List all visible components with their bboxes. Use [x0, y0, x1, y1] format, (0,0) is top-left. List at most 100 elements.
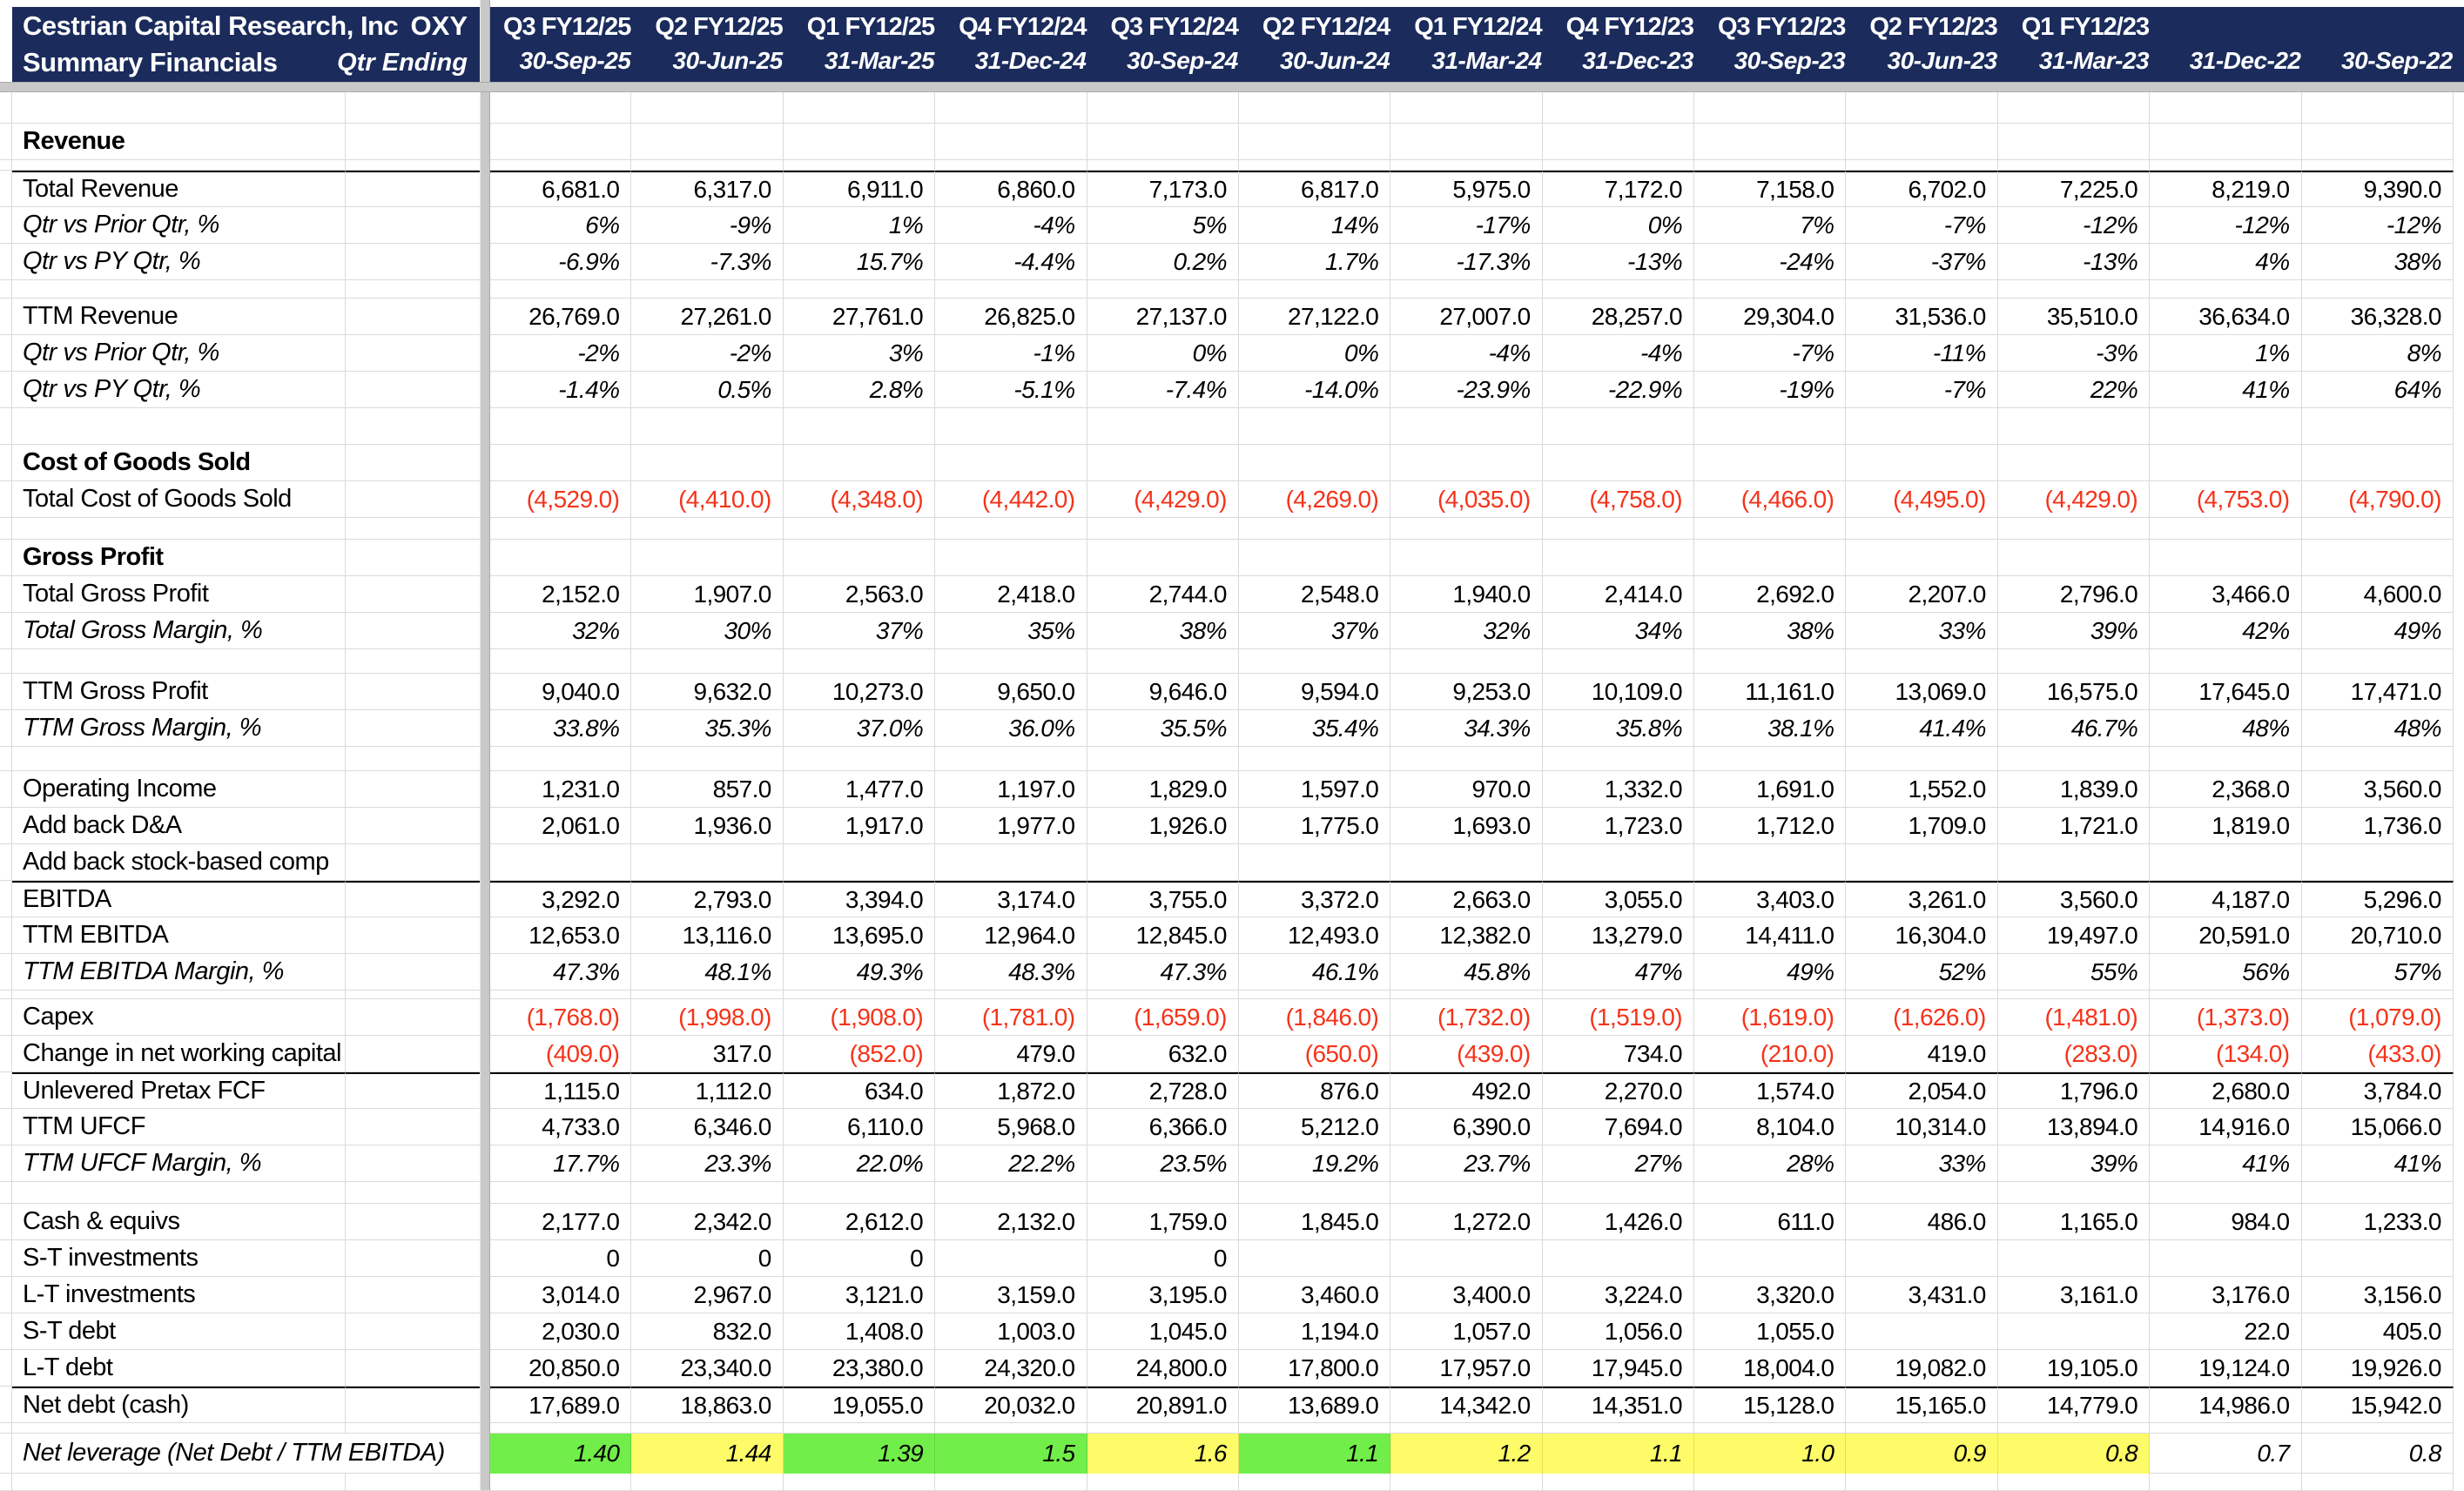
- data-cell[interactable]: (1,373.0): [2150, 999, 2302, 1036]
- data-cell[interactable]: 14,411.0: [1694, 917, 1847, 954]
- data-cell[interactable]: 9,040.0: [480, 674, 632, 710]
- data-cell[interactable]: 14,351.0: [1542, 1387, 1694, 1423]
- qtr-ending-cell[interactable]: [346, 124, 480, 160]
- data-cell[interactable]: [2150, 844, 2302, 881]
- data-cell[interactable]: 9,390.0: [2301, 171, 2454, 207]
- data-cell[interactable]: (1,659.0): [1087, 999, 1239, 1036]
- data-cell[interactable]: 1,736.0: [2301, 808, 2454, 844]
- data-cell[interactable]: 1,712.0: [1694, 808, 1847, 844]
- data-cell[interactable]: 3,161.0: [1997, 1277, 2151, 1313]
- data-cell[interactable]: -4%: [1542, 335, 1694, 372]
- data-cell[interactable]: 1,231.0: [480, 771, 632, 808]
- data-cell[interactable]: -12%: [2301, 207, 2454, 244]
- data-cell[interactable]: 17,645.0: [2150, 674, 2302, 710]
- data-cell[interactable]: [935, 160, 1087, 171]
- data-cell[interactable]: 47%: [1542, 954, 1694, 991]
- data-cell[interactable]: [2150, 92, 2302, 124]
- data-cell[interactable]: 16,575.0: [1997, 674, 2151, 710]
- data-cell[interactable]: [1087, 844, 1239, 881]
- data-cell[interactable]: 1.2: [1390, 1434, 1543, 1474]
- data-cell[interactable]: 27,137.0: [1087, 299, 1239, 335]
- data-cell[interactable]: [1694, 991, 1847, 999]
- data-cell[interactable]: 38.1%: [1694, 710, 1847, 747]
- qtr-ending-cell[interactable]: [346, 1277, 480, 1313]
- data-cell[interactable]: [2150, 649, 2302, 674]
- data-cell[interactable]: [1238, 747, 1391, 771]
- data-cell[interactable]: [1997, 649, 2151, 674]
- data-cell[interactable]: (852.0): [783, 1036, 936, 1072]
- data-cell[interactable]: [1694, 518, 1847, 540]
- data-cell[interactable]: [1694, 160, 1847, 171]
- data-cell[interactable]: 6,681.0: [480, 171, 632, 207]
- data-cell[interactable]: 2,680.0: [2150, 1072, 2302, 1109]
- data-cell[interactable]: [1997, 124, 2151, 160]
- data-cell[interactable]: (409.0): [480, 1036, 632, 1072]
- data-cell[interactable]: [2301, 124, 2454, 160]
- row-label-cell[interactable]: [12, 1423, 346, 1434]
- data-cell[interactable]: [783, 540, 936, 576]
- data-cell[interactable]: 1,056.0: [1542, 1313, 1694, 1350]
- row-label-cell[interactable]: TTM EBITDA Margin, %: [12, 954, 346, 991]
- data-cell[interactable]: 6,702.0: [1846, 171, 1998, 207]
- data-cell[interactable]: (1,768.0): [480, 999, 632, 1036]
- data-cell[interactable]: 1.1: [1238, 1434, 1391, 1474]
- data-cell[interactable]: 8%: [2301, 335, 2454, 372]
- data-cell[interactable]: 39%: [1997, 613, 2151, 649]
- row-label-cell[interactable]: TTM Gross Margin, %: [12, 710, 346, 747]
- data-cell[interactable]: 6,110.0: [783, 1109, 936, 1145]
- data-cell[interactable]: (4,269.0): [1238, 481, 1391, 518]
- data-cell[interactable]: [935, 408, 1087, 445]
- data-cell[interactable]: (1,732.0): [1390, 999, 1543, 1036]
- data-cell[interactable]: 1,775.0: [1238, 808, 1391, 844]
- data-cell[interactable]: 49%: [1694, 954, 1847, 991]
- data-cell[interactable]: [480, 408, 632, 445]
- data-cell[interactable]: 39%: [1997, 1145, 2151, 1182]
- data-cell[interactable]: 20,710.0: [2301, 917, 2454, 954]
- data-cell[interactable]: [1087, 991, 1239, 999]
- data-cell[interactable]: 1.7%: [1238, 244, 1391, 280]
- data-cell[interactable]: 13,116.0: [631, 917, 784, 954]
- data-cell[interactable]: 17,689.0: [480, 1387, 632, 1423]
- data-cell[interactable]: 2,414.0: [1542, 576, 1694, 613]
- data-cell[interactable]: [1542, 747, 1694, 771]
- data-cell[interactable]: (4,035.0): [1390, 481, 1543, 518]
- data-cell[interactable]: 1,003.0: [935, 1313, 1087, 1350]
- data-cell[interactable]: 7,158.0: [1694, 171, 1847, 207]
- data-cell[interactable]: 634.0: [783, 1072, 936, 1109]
- data-cell[interactable]: -2%: [480, 335, 632, 372]
- data-cell[interactable]: (1,079.0): [2301, 999, 2454, 1036]
- qtr-ending-cell[interactable]: [346, 299, 480, 335]
- data-cell[interactable]: 14,916.0: [2150, 1109, 2302, 1145]
- data-cell[interactable]: 34%: [1542, 613, 1694, 649]
- qtr-ending-cell[interactable]: [346, 372, 480, 408]
- data-cell[interactable]: 17,957.0: [1390, 1350, 1543, 1387]
- data-cell[interactable]: [1238, 445, 1391, 481]
- data-cell[interactable]: [1846, 1474, 1998, 1491]
- data-cell[interactable]: 1%: [783, 207, 936, 244]
- data-cell[interactable]: 2,270.0: [1542, 1072, 1694, 1109]
- data-cell[interactable]: [2150, 518, 2302, 540]
- data-cell[interactable]: 46.7%: [1997, 710, 2151, 747]
- data-cell[interactable]: [935, 280, 1087, 299]
- data-cell[interactable]: 27,261.0: [631, 299, 784, 335]
- data-cell[interactable]: [631, 280, 784, 299]
- row-label-cell[interactable]: TTM UFCF Margin, %: [12, 1145, 346, 1182]
- data-cell[interactable]: -23.9%: [1390, 372, 1543, 408]
- data-cell[interactable]: -14.0%: [1238, 372, 1391, 408]
- row-label-cell[interactable]: TTM Revenue: [12, 299, 346, 335]
- data-cell[interactable]: 3,460.0: [1238, 1277, 1391, 1313]
- data-cell[interactable]: 3%: [783, 335, 936, 372]
- data-cell[interactable]: 0: [631, 1240, 784, 1277]
- data-cell[interactable]: 1,233.0: [2301, 1204, 2454, 1240]
- data-cell[interactable]: [783, 92, 936, 124]
- data-cell[interactable]: (4,758.0): [1542, 481, 1694, 518]
- data-cell[interactable]: -37%: [1846, 244, 1998, 280]
- data-cell[interactable]: [1087, 124, 1239, 160]
- row-label-cell[interactable]: TTM Gross Profit: [12, 674, 346, 710]
- data-cell[interactable]: [2301, 280, 2454, 299]
- data-cell[interactable]: 486.0: [1846, 1204, 1998, 1240]
- data-cell[interactable]: 1.40: [480, 1434, 632, 1474]
- qtr-ending-cell[interactable]: [346, 1474, 480, 1491]
- qtr-ending-cell[interactable]: [346, 1182, 480, 1204]
- data-cell[interactable]: 41%: [2150, 372, 2302, 408]
